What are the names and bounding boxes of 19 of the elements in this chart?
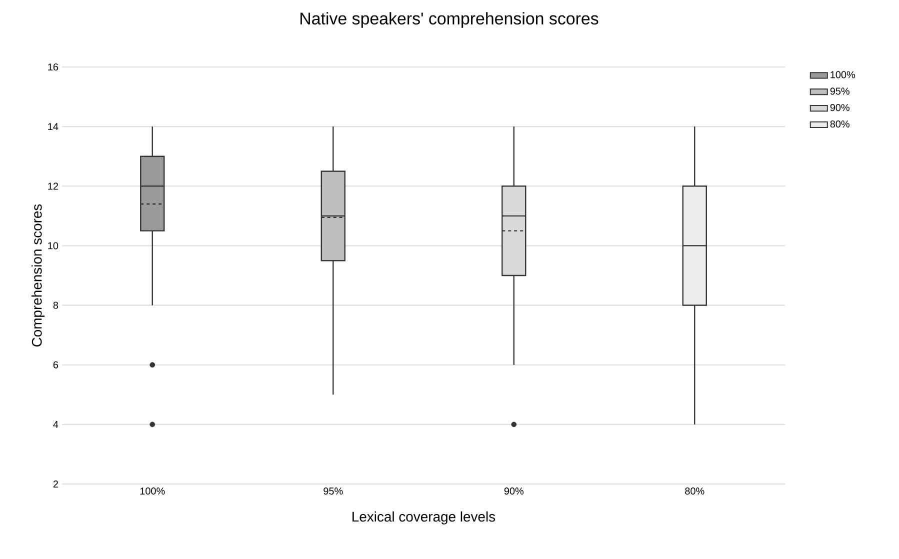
chart-title: Native speakers' comprehension scores [300, 12, 598, 28]
legend-label: 90% [830, 104, 850, 112]
legend-label: 100% [830, 71, 856, 78]
x-tick-label: 95% [324, 488, 343, 495]
x-tick-label: 80% [685, 488, 704, 495]
y-tick-label: 14 [48, 123, 58, 130]
y-tick-label: 12 [48, 182, 58, 190]
x-tick-label: 100% [140, 488, 165, 495]
x-axis-title: Lexical coverage levels [352, 511, 496, 524]
legend-label: 95% [830, 88, 850, 95]
legend-label: 80% [830, 120, 850, 128]
y-tick-label: 10 [48, 242, 58, 250]
y-tick-label: 16 [48, 63, 58, 71]
x-tick-label: 90% [504, 488, 524, 495]
y-tick-label: 8 [53, 302, 58, 309]
y-tick-label: 2 [53, 480, 58, 488]
y-axis-title: Comprehension scores [32, 204, 45, 347]
y-tick-label: 4 [53, 420, 58, 428]
y-tick-label: 6 [53, 361, 58, 368]
